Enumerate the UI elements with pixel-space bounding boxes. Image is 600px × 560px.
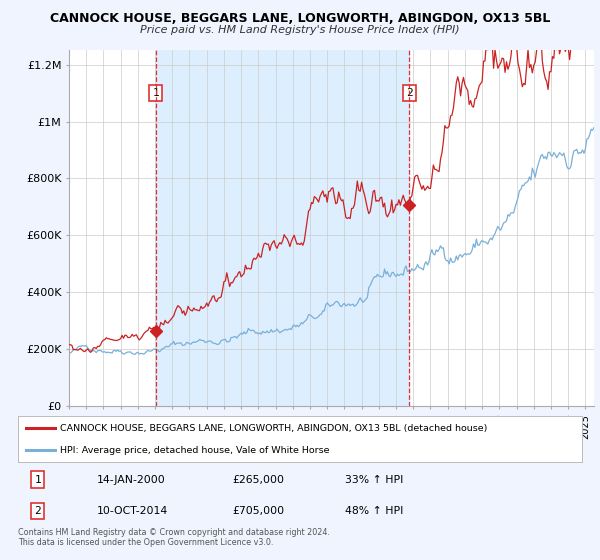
Text: 1: 1 (152, 88, 159, 98)
Bar (156, 50, 409, 406)
Text: £265,000: £265,000 (232, 475, 284, 485)
Text: 2: 2 (34, 506, 41, 516)
Text: 1: 1 (34, 475, 41, 485)
Text: £705,000: £705,000 (232, 506, 284, 516)
Text: CANNOCK HOUSE, BEGGARS LANE, LONGWORTH, ABINGDON, OX13 5BL (detached house): CANNOCK HOUSE, BEGGARS LANE, LONGWORTH, … (60, 423, 488, 432)
Text: Price paid vs. HM Land Registry's House Price Index (HPI): Price paid vs. HM Land Registry's House … (140, 25, 460, 35)
Text: Contains HM Land Registry data © Crown copyright and database right 2024.: Contains HM Land Registry data © Crown c… (18, 528, 330, 536)
Text: This data is licensed under the Open Government Licence v3.0.: This data is licensed under the Open Gov… (18, 538, 274, 547)
Text: 33% ↑ HPI: 33% ↑ HPI (345, 475, 403, 485)
Text: CANNOCK HOUSE, BEGGARS LANE, LONGWORTH, ABINGDON, OX13 5BL: CANNOCK HOUSE, BEGGARS LANE, LONGWORTH, … (50, 12, 550, 25)
Text: 10-OCT-2014: 10-OCT-2014 (97, 506, 168, 516)
Text: 48% ↑ HPI: 48% ↑ HPI (345, 506, 403, 516)
Text: HPI: Average price, detached house, Vale of White Horse: HPI: Average price, detached house, Vale… (60, 446, 330, 455)
Text: 14-JAN-2000: 14-JAN-2000 (97, 475, 166, 485)
Text: 2: 2 (406, 88, 413, 98)
